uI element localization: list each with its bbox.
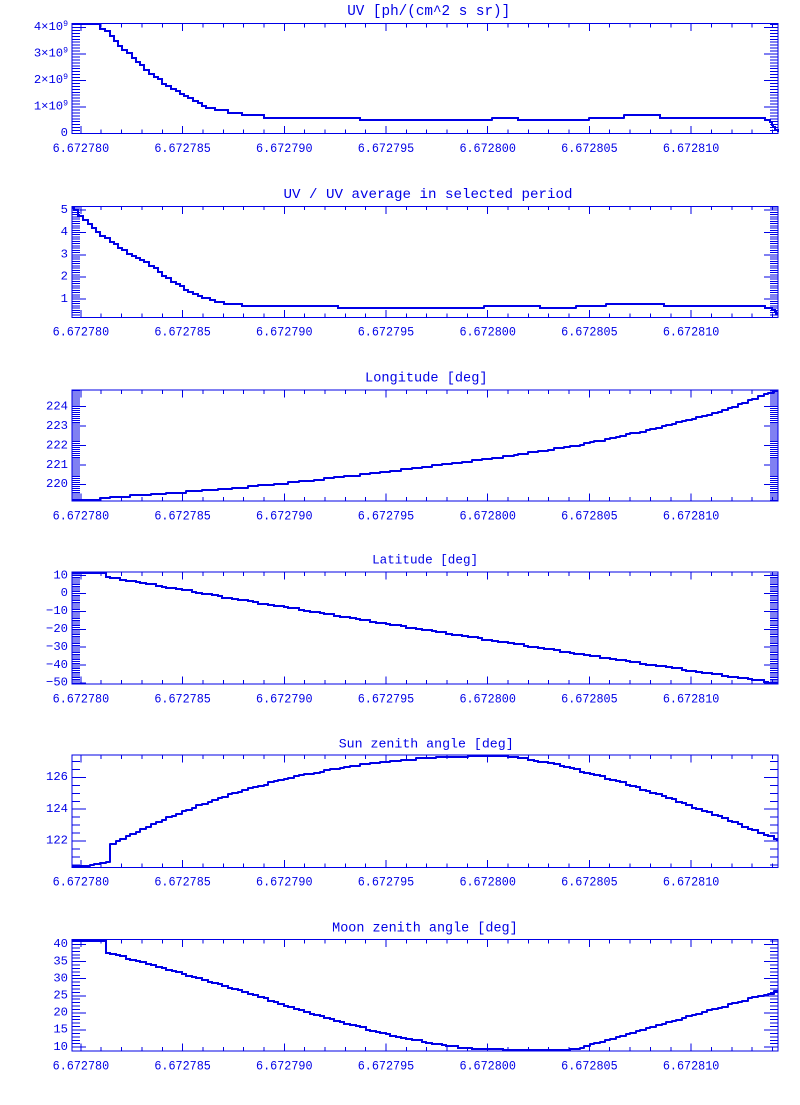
svg-text:6.672785: 6.672785 xyxy=(154,142,211,156)
svg-text:6.672795: 6.672795 xyxy=(358,326,415,340)
svg-text:1×109: 1×109 xyxy=(34,100,68,114)
svg-text:221: 221 xyxy=(46,458,68,472)
svg-text:6.672790: 6.672790 xyxy=(256,1059,313,1073)
svg-text:6.672800: 6.672800 xyxy=(459,509,516,523)
svg-text:1: 1 xyxy=(61,292,68,306)
svg-text:6.672780: 6.672780 xyxy=(53,509,110,523)
svg-text:3×109: 3×109 xyxy=(34,47,68,61)
svg-text:6.672795: 6.672795 xyxy=(358,876,415,890)
svg-text:6.672780: 6.672780 xyxy=(53,1059,110,1073)
svg-text:6.672800: 6.672800 xyxy=(459,326,516,340)
svg-text:35: 35 xyxy=(53,954,68,968)
svg-text:20: 20 xyxy=(53,1006,68,1020)
svg-text:6.672810: 6.672810 xyxy=(663,326,720,340)
svg-text:−30: −30 xyxy=(46,640,68,654)
svg-text:−10: −10 xyxy=(46,604,68,618)
svg-text:6.672800: 6.672800 xyxy=(459,142,516,156)
svg-text:6.672790: 6.672790 xyxy=(256,876,313,890)
svg-text:124: 124 xyxy=(46,802,68,816)
svg-text:126: 126 xyxy=(46,770,68,784)
svg-text:6.672780: 6.672780 xyxy=(53,876,110,890)
svg-text:6.672785: 6.672785 xyxy=(154,509,211,523)
svg-text:6.672790: 6.672790 xyxy=(256,142,313,156)
svg-text:222: 222 xyxy=(46,438,68,452)
svg-text:Longitude [deg]: Longitude [deg] xyxy=(365,372,488,387)
svg-text:40: 40 xyxy=(53,937,68,951)
svg-text:6.672805: 6.672805 xyxy=(561,509,618,523)
svg-text:6.672780: 6.672780 xyxy=(53,692,110,706)
svg-text:−20: −20 xyxy=(46,622,68,636)
svg-text:0: 0 xyxy=(61,586,68,600)
svg-text:6.672785: 6.672785 xyxy=(154,692,211,706)
svg-text:2×109: 2×109 xyxy=(34,73,68,87)
svg-text:6.672780: 6.672780 xyxy=(53,142,110,156)
svg-text:Sun zenith angle [deg]: Sun zenith angle [deg] xyxy=(339,737,514,752)
svg-text:UV [ph/(cm^2 s sr)]: UV [ph/(cm^2 s sr)] xyxy=(347,4,510,20)
svg-text:6.672810: 6.672810 xyxy=(663,876,720,890)
svg-text:6.672790: 6.672790 xyxy=(256,326,313,340)
svg-text:6.672795: 6.672795 xyxy=(358,142,415,156)
svg-text:6.672800: 6.672800 xyxy=(459,692,516,706)
svg-text:10: 10 xyxy=(53,568,68,582)
svg-text:122: 122 xyxy=(46,834,68,848)
svg-text:6.672785: 6.672785 xyxy=(154,876,211,890)
svg-text:6.672800: 6.672800 xyxy=(459,1059,516,1073)
svg-text:25: 25 xyxy=(53,989,68,1003)
svg-text:6.672795: 6.672795 xyxy=(358,692,415,706)
svg-text:UV / UV average in selected pe: UV / UV average in selected period xyxy=(284,187,573,203)
svg-text:4×109: 4×109 xyxy=(34,20,68,34)
svg-text:6.672785: 6.672785 xyxy=(154,1059,211,1073)
svg-text:6.672800: 6.672800 xyxy=(459,876,516,890)
svg-text:0: 0 xyxy=(61,126,68,140)
svg-text:6.672810: 6.672810 xyxy=(663,692,720,706)
svg-text:6.672805: 6.672805 xyxy=(561,692,618,706)
svg-text:5: 5 xyxy=(61,203,68,217)
svg-text:6.672810: 6.672810 xyxy=(663,142,720,156)
svg-text:Moon zenith angle [deg]: Moon zenith angle [deg] xyxy=(332,922,518,937)
svg-text:6.672795: 6.672795 xyxy=(358,1059,415,1073)
svg-text:6.672805: 6.672805 xyxy=(561,142,618,156)
svg-text:6.672785: 6.672785 xyxy=(154,326,211,340)
svg-text:2: 2 xyxy=(61,270,68,284)
svg-text:223: 223 xyxy=(46,419,68,433)
svg-text:−50: −50 xyxy=(46,676,68,690)
svg-text:6.672790: 6.672790 xyxy=(256,692,313,706)
svg-text:220: 220 xyxy=(46,477,68,491)
svg-text:4: 4 xyxy=(61,225,68,239)
svg-text:10: 10 xyxy=(53,1040,68,1054)
svg-text:6.672795: 6.672795 xyxy=(358,509,415,523)
svg-text:3: 3 xyxy=(61,247,68,261)
svg-text:6.672790: 6.672790 xyxy=(256,509,313,523)
svg-text:15: 15 xyxy=(53,1023,68,1037)
svg-text:6.672810: 6.672810 xyxy=(663,1059,720,1073)
svg-text:6.672805: 6.672805 xyxy=(561,326,618,340)
svg-text:6.672805: 6.672805 xyxy=(561,876,618,890)
svg-text:30: 30 xyxy=(53,971,68,985)
svg-text:6.672810: 6.672810 xyxy=(663,509,720,523)
svg-text:6.672805: 6.672805 xyxy=(561,1059,618,1073)
svg-text:−40: −40 xyxy=(46,658,68,672)
svg-text:224: 224 xyxy=(46,399,68,413)
svg-text:Latitude [deg]: Latitude [deg] xyxy=(372,554,478,568)
svg-text:6.672780: 6.672780 xyxy=(53,326,110,340)
